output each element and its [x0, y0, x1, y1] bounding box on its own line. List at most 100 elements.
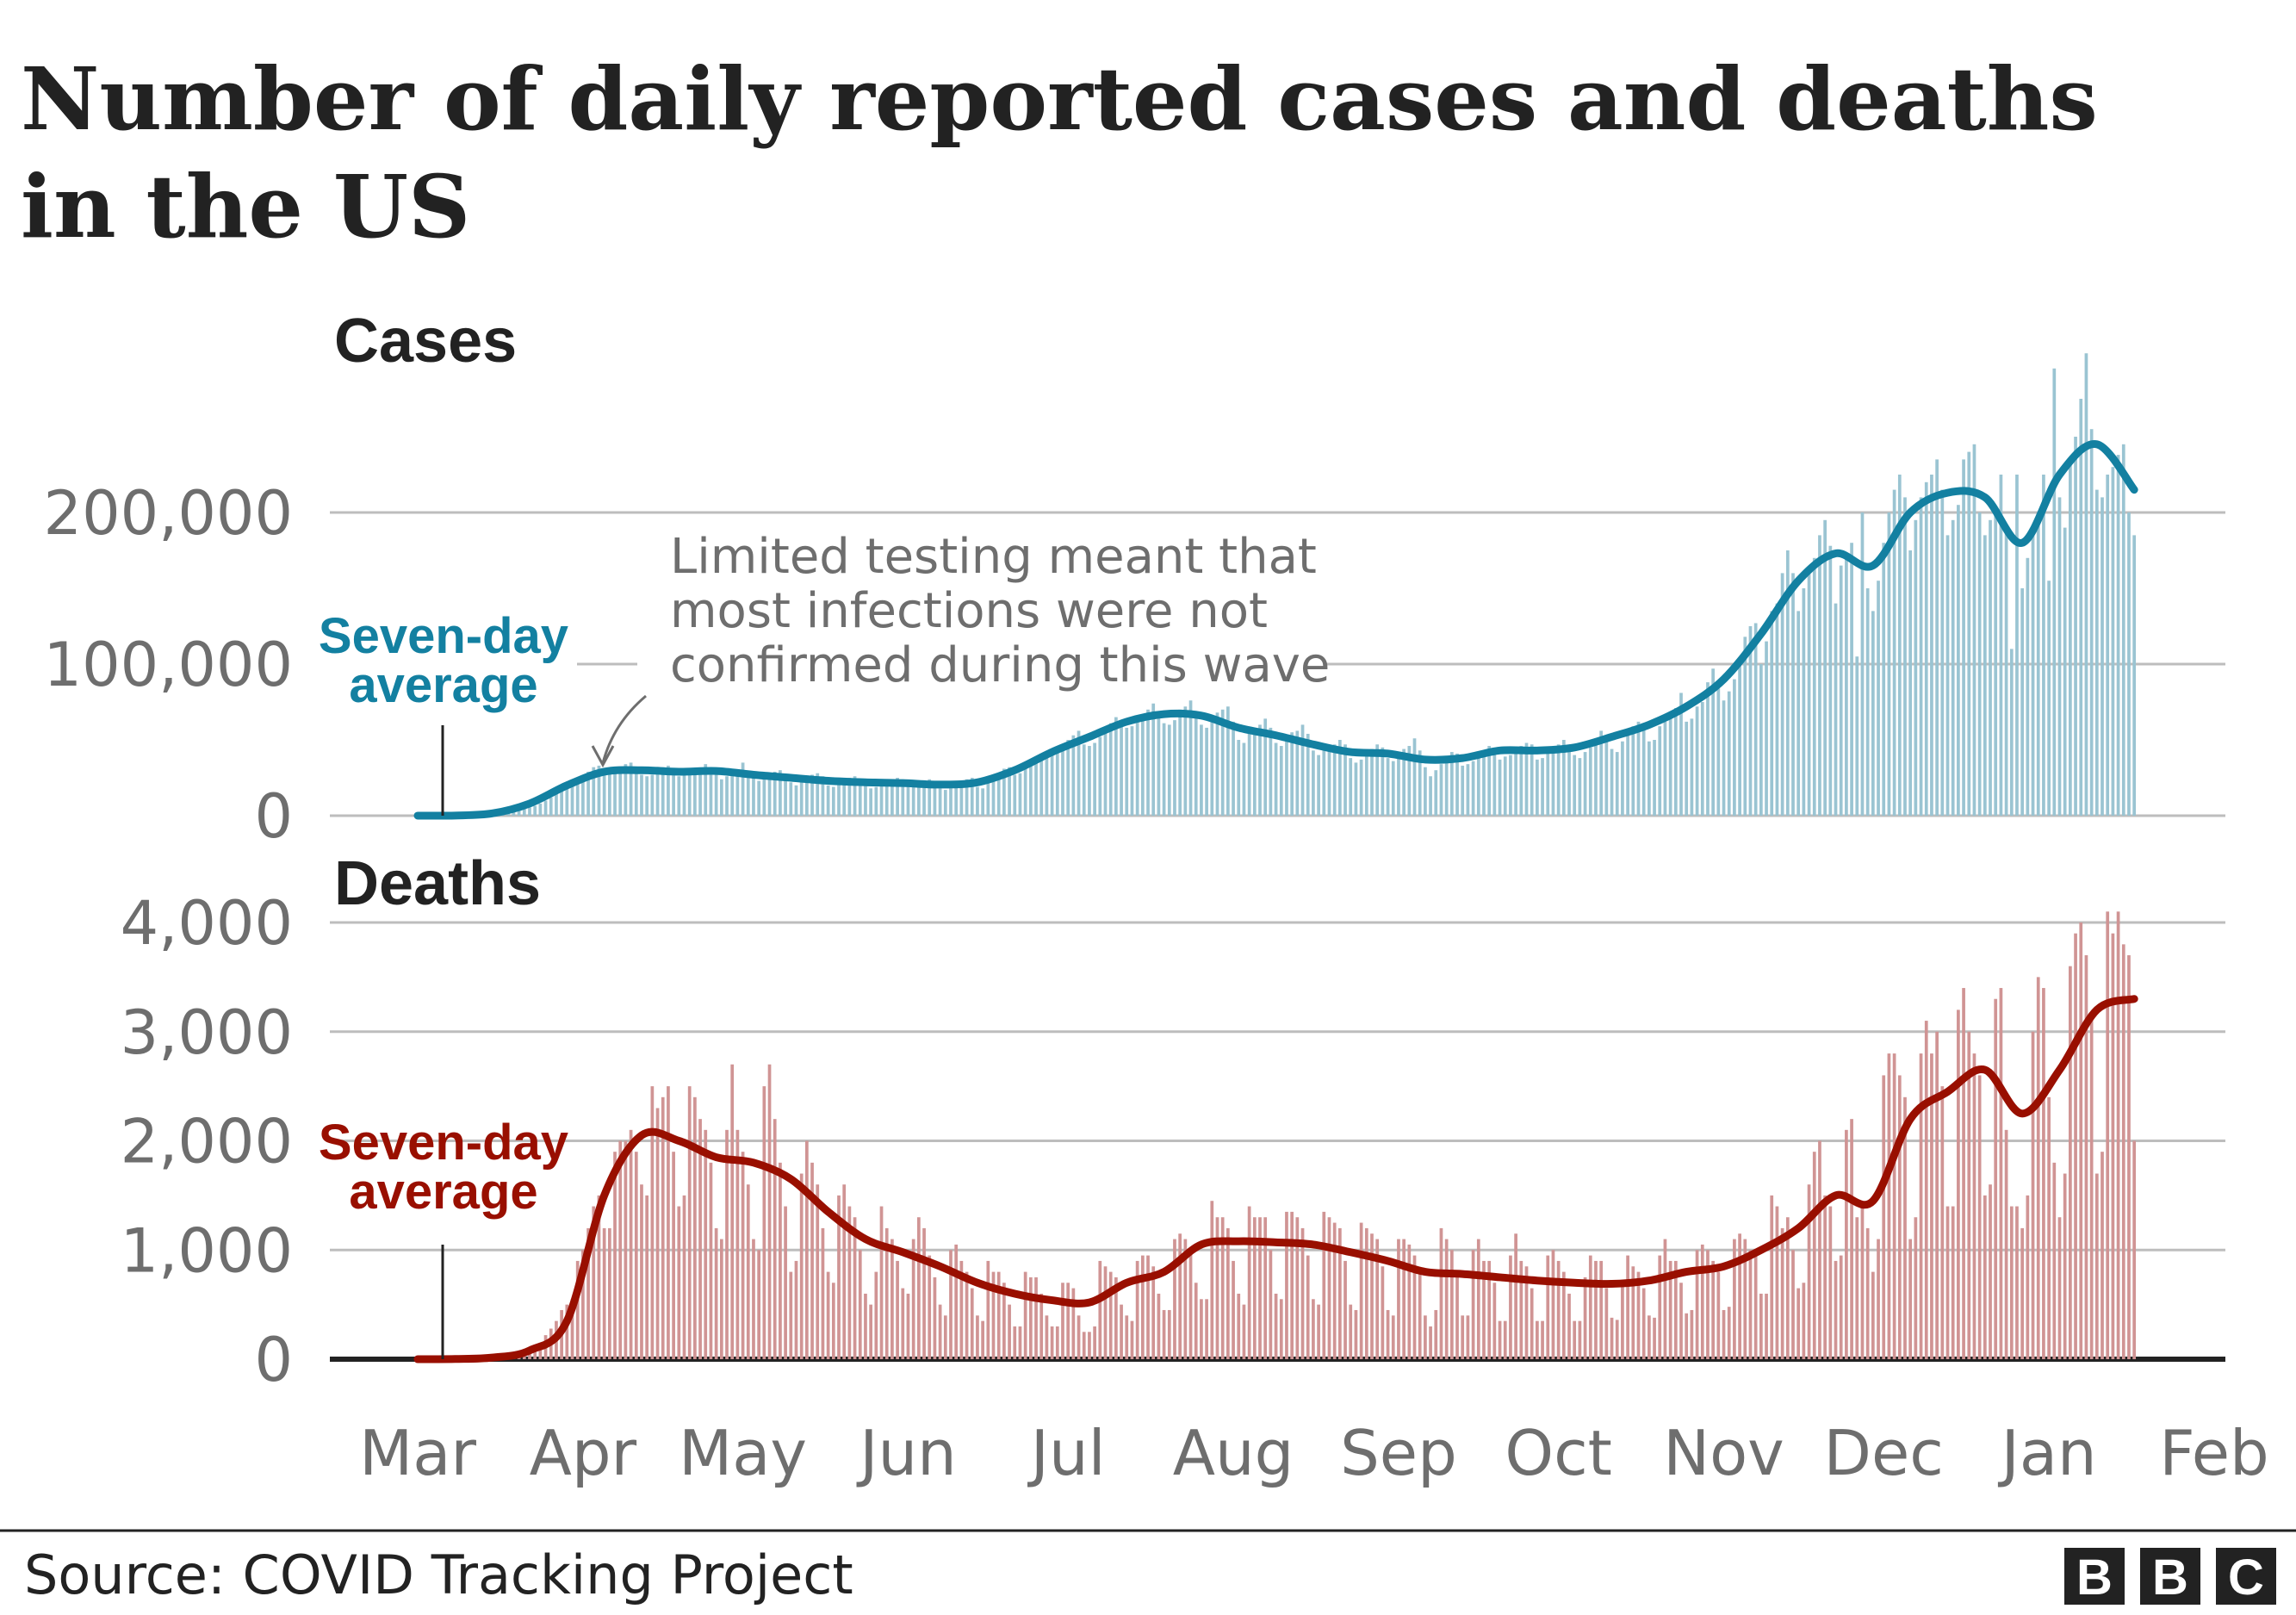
- deaths-daily-bar: [575, 1260, 580, 1359]
- cases-daily-bar: [1034, 758, 1038, 816]
- cases-daily-bar: [650, 774, 655, 816]
- deaths-daily-bar: [618, 1140, 623, 1359]
- svg-text:B: B: [2152, 1550, 2188, 1606]
- cases-daily-bar: [799, 782, 804, 816]
- cases-daily-bar: [2031, 535, 2035, 816]
- deaths-daily-bar: [1700, 1244, 1704, 1359]
- cases-y-axis: 0 100,000 200,000: [44, 478, 293, 852]
- deaths-daily-bar: [2079, 922, 2083, 1359]
- cases-daily-bar: [1727, 691, 1731, 816]
- cases-daily-bar: [570, 784, 574, 816]
- cases-daily-bar: [602, 774, 606, 816]
- deaths-daily-bar: [1999, 988, 2003, 1359]
- cases-daily-bar: [1151, 703, 1156, 816]
- deaths-daily-bar: [602, 1227, 606, 1359]
- deaths-daily-bar: [1828, 1206, 1833, 1359]
- deaths-daily-bar: [629, 1129, 633, 1359]
- deaths-daily-bar: [1466, 1315, 1470, 1359]
- x-tick-label: Apr: [530, 1417, 637, 1489]
- deaths-daily-bar: [1658, 1255, 1662, 1359]
- cases-daily-bar: [645, 776, 649, 816]
- deaths-daily-bar: [799, 1173, 804, 1359]
- cases-daily-bar: [1269, 727, 1273, 816]
- deaths-daily-bar: [624, 1140, 628, 1359]
- deaths-daily-bar: [1482, 1260, 1486, 1359]
- x-tick-label: Dec: [1824, 1417, 1944, 1489]
- cases-daily-bar: [719, 779, 723, 816]
- cases-daily-bar: [1807, 573, 1811, 816]
- cases-daily-bar: [1317, 755, 1320, 816]
- cases-daily-bar: [1636, 721, 1641, 816]
- deaths-daily-bar: [981, 1320, 984, 1359]
- deaths-daily-bar: [2074, 933, 2077, 1359]
- cases-daily-bar: [1770, 611, 1774, 816]
- deaths-daily-bar: [1935, 1031, 1939, 1359]
- deaths-daily-bar: [1370, 1233, 1374, 1359]
- cases-daily-bar: [1871, 611, 1875, 816]
- deaths-daily-bar: [655, 1108, 660, 1359]
- deaths-daily-bar: [709, 1162, 713, 1359]
- deaths-daily-bar: [1066, 1283, 1070, 1359]
- cases-daily-bar: [1834, 603, 1838, 816]
- deaths-daily-bar: [847, 1206, 852, 1359]
- deaths-daily-bar: [911, 1239, 915, 1359]
- cases-daily-bar: [538, 803, 543, 816]
- bbc-logo: B B C: [2064, 1548, 2276, 1606]
- cases-daily-bar: [555, 790, 558, 816]
- cases-daily-bar: [1252, 730, 1257, 816]
- cases-daily-bar: [592, 767, 596, 816]
- cases-daily-bar: [725, 776, 729, 816]
- deaths-daily-bar: [1823, 1195, 1827, 1359]
- cases-daily-bar: [762, 779, 766, 816]
- deaths-daily-bar: [2015, 1206, 2019, 1359]
- deaths-daily-bar: [890, 1239, 894, 1359]
- cases-daily-bar: [1439, 764, 1443, 816]
- cases-daily-bar: [1050, 755, 1054, 816]
- cases-daily-bar: [1648, 741, 1651, 816]
- deaths-daily-bar: [2089, 1021, 2094, 1359]
- cases-daily-bar: [1055, 752, 1059, 816]
- deaths-daily-bar: [831, 1283, 835, 1359]
- deaths-daily-bar: [1082, 1332, 1086, 1359]
- deaths-daily-bar: [1439, 1227, 1443, 1359]
- cases-daily-bar: [581, 776, 585, 816]
- deaths-daily-bar: [1018, 1326, 1022, 1359]
- deaths-daily-bar: [1588, 1255, 1592, 1359]
- cases-daily-bar: [805, 778, 809, 816]
- cases-daily-bar: [528, 807, 531, 816]
- deaths-daily-bar: [1130, 1320, 1134, 1359]
- cases-daily-bar: [1066, 740, 1070, 816]
- deaths-daily-bar: [864, 1293, 867, 1359]
- deaths-daily-bar: [1061, 1283, 1064, 1359]
- cases-daily-bar: [506, 813, 511, 816]
- deaths-daily-bar: [735, 1129, 740, 1359]
- deaths-daily-bar: [1354, 1309, 1358, 1359]
- cases-daily-bar: [1418, 750, 1422, 816]
- deaths-daily-bar: [1770, 1195, 1774, 1359]
- deaths-daily-bar: [773, 1119, 777, 1359]
- cases-daily-bar: [2042, 475, 2045, 816]
- deaths-daily-bar: [1839, 1255, 1843, 1359]
- deaths-daily-bar: [1498, 1320, 1502, 1359]
- cases-daily-bar: [1178, 709, 1182, 816]
- cases-daily-bar: [1865, 588, 1870, 816]
- cases-daily-bar: [1466, 764, 1470, 816]
- cases-daily-bar: [2036, 512, 2040, 816]
- deaths-daily-bar: [597, 1195, 601, 1359]
- cases-daily-bar: [575, 779, 580, 816]
- cases-daily-bar: [938, 788, 942, 816]
- x-tick-label: Aug: [1173, 1417, 1294, 1489]
- deaths-daily-bar: [570, 1299, 574, 1359]
- deaths-daily-bar: [949, 1250, 953, 1359]
- deaths-daily-bar: [1855, 1217, 1859, 1359]
- deaths-daily-bar: [1285, 1211, 1288, 1359]
- cases-daily-bar: [1028, 761, 1033, 816]
- deaths-daily-bar: [1679, 1283, 1683, 1359]
- x-tick-label: Jan: [1998, 1417, 2097, 1489]
- deaths-daily-bar: [661, 1096, 665, 1359]
- deaths-daily-bar: [2047, 1096, 2051, 1359]
- cases-daily-bar: [1232, 721, 1235, 816]
- cases-daily-bar: [2079, 399, 2083, 816]
- cases-average-line: [413, 440, 2138, 820]
- deaths-daily-bar: [784, 1206, 787, 1359]
